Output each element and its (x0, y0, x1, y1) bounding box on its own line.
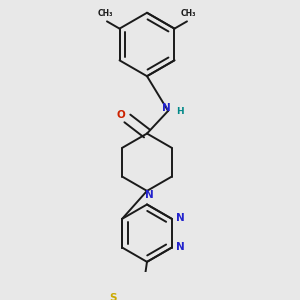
Text: N: N (176, 213, 184, 223)
Text: S: S (110, 293, 117, 300)
Text: H: H (176, 107, 183, 116)
Text: N: N (145, 190, 154, 200)
Text: N: N (176, 242, 184, 252)
Text: CH₃: CH₃ (181, 10, 196, 19)
Text: CH₃: CH₃ (98, 10, 113, 19)
Text: O: O (116, 110, 125, 120)
Text: N: N (162, 103, 171, 113)
